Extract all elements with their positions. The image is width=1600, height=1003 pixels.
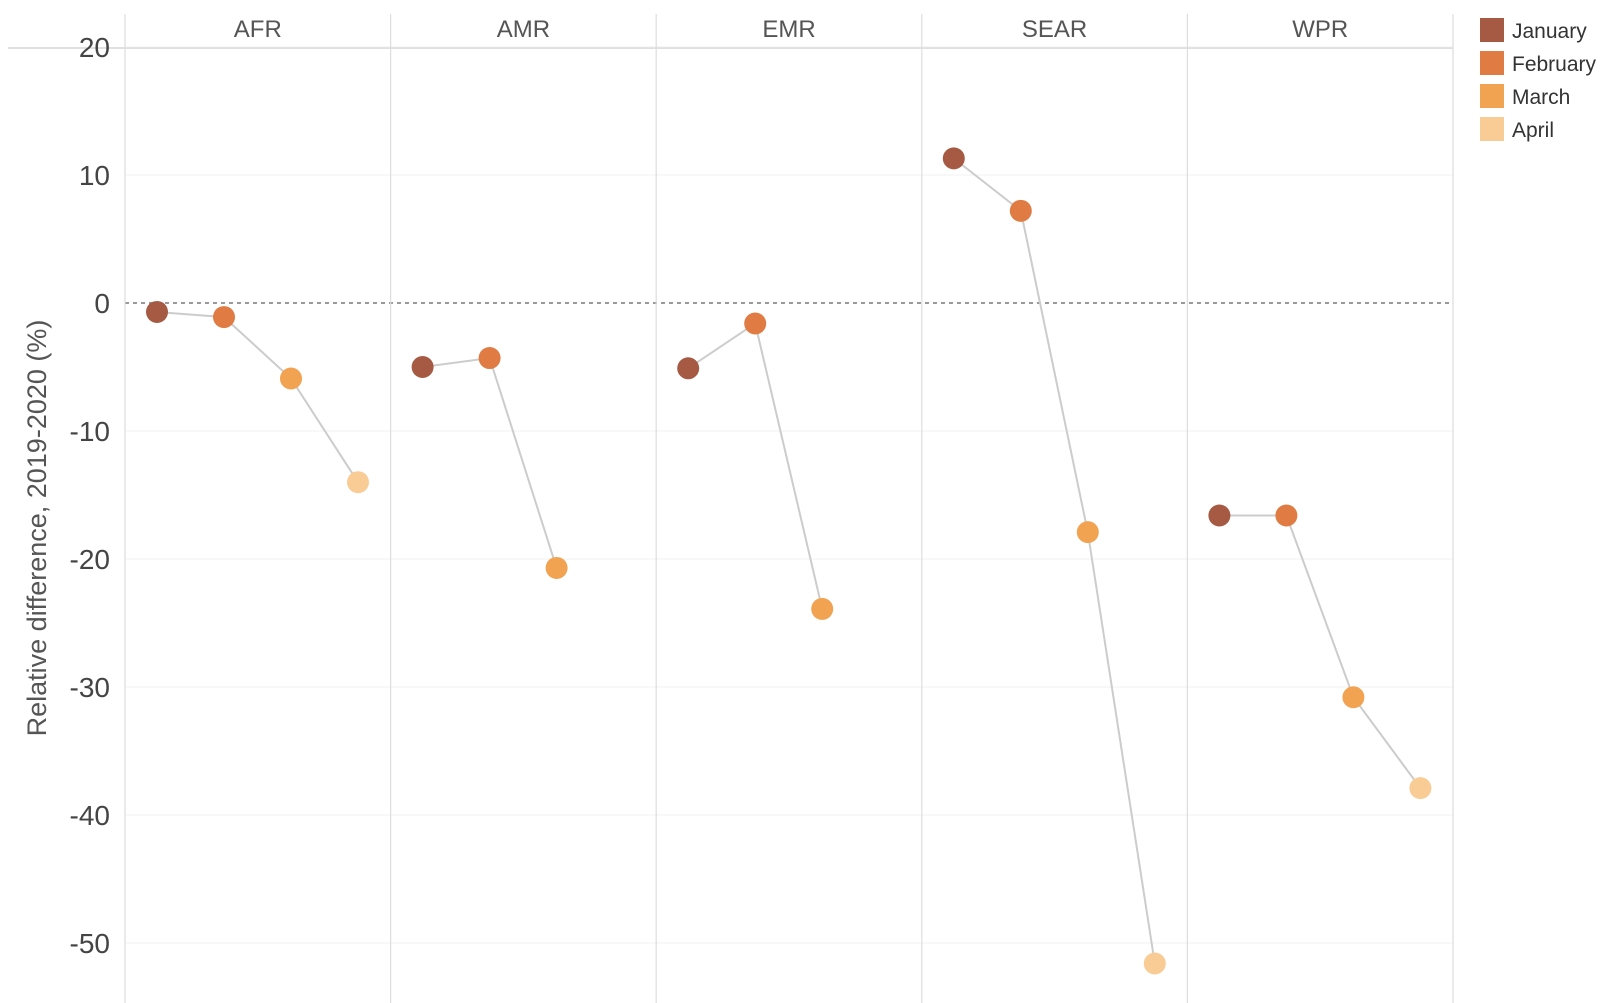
legend-swatch-march (1480, 84, 1504, 108)
y-tick-label: -10 (70, 416, 110, 447)
point-emr-february (744, 312, 767, 335)
point-afr-march (280, 367, 302, 390)
y-tick-label: -20 (70, 544, 110, 575)
point-amr-january (411, 356, 434, 378)
point-wpr-february (1275, 504, 1298, 527)
connector-line-wpr (1219, 514, 1422, 789)
y-tick-label: 20 (79, 32, 110, 63)
legend-swatch-april (1480, 117, 1504, 141)
connector-line-sear (953, 157, 1156, 964)
panel-layer: AFR AMR EMR SEAR WPR (234, 16, 1348, 43)
panel-label-sear: SEAR (1022, 16, 1087, 43)
grid-layer (8, 14, 1454, 1003)
connector-line-afr (156, 310, 359, 483)
y-tick-label: -30 (70, 672, 110, 703)
point-afr-april (347, 471, 369, 494)
legend-swatch-january (1480, 18, 1504, 42)
panel-label-wpr: WPR (1292, 16, 1348, 43)
point-sear-february (1009, 199, 1032, 222)
y-tick-label: 10 (79, 160, 110, 191)
legend-label-april: April (1512, 119, 1554, 142)
y-axis-title: Relative difference, 2019-2020 (%) (22, 320, 52, 737)
connector-line-amr (422, 356, 558, 569)
legend-label-january: January (1512, 20, 1587, 43)
connector-line-emr (687, 321, 824, 610)
connector-layer (156, 157, 1422, 964)
point-emr-march (811, 597, 834, 620)
legend-swatch-february (1480, 51, 1504, 75)
point-sear-march (1076, 521, 1099, 544)
legend-label-february: February (1512, 53, 1597, 76)
point-wpr-march (1342, 686, 1365, 709)
panel-label-amr: AMR (497, 16, 550, 43)
point-amr-february (478, 347, 501, 370)
y-tick-label: 0 (94, 288, 110, 319)
legend: January February March April (1480, 18, 1597, 142)
panel-label-emr: EMR (762, 16, 815, 43)
point-wpr-april (1409, 777, 1432, 800)
y-axis: Relative difference, 2019-2020 (%) 20 10 0… (22, 32, 110, 959)
point-sear-january (942, 147, 965, 170)
legend-label-march: March (1512, 86, 1570, 109)
point-amr-march (545, 556, 568, 579)
y-tick-label: -50 (70, 928, 110, 959)
panel-label-afr: AFR (234, 16, 282, 43)
point-afr-january (146, 300, 168, 323)
point-emr-january (677, 357, 700, 380)
point-wpr-january (1208, 504, 1231, 527)
point-afr-february (213, 306, 235, 329)
y-tick-label: -40 (70, 800, 110, 831)
point-layer (146, 147, 1432, 975)
point-sear-april (1143, 952, 1166, 975)
